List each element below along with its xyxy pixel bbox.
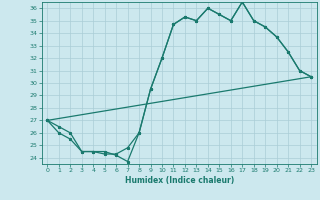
X-axis label: Humidex (Indice chaleur): Humidex (Indice chaleur): [124, 176, 234, 185]
